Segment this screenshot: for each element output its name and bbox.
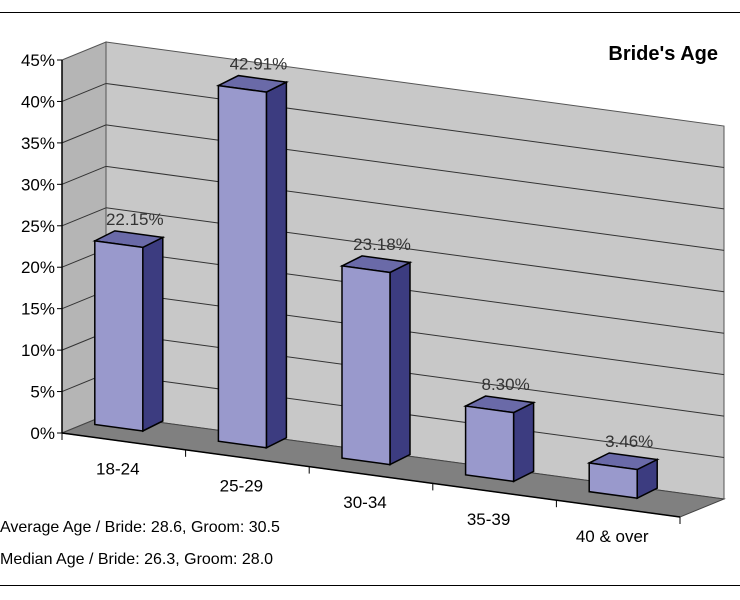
gridline-side [61,207,107,227]
bar-front [341,265,391,466]
axes [61,60,681,524]
data-label: 22.15% [106,210,164,229]
y-tick-label: 10% [21,341,55,360]
bars [92,74,660,500]
y-tick-label: 35% [21,134,55,153]
y-tick-label: 15% [21,300,55,319]
bar-side [389,261,411,466]
bottom-rule [0,585,740,586]
category-label: 35-39 [467,510,510,529]
bar [92,230,166,433]
data-label: 8.30% [481,375,529,394]
gridline [105,82,725,168]
gridline [105,207,725,293]
median-age-note: Median Age / Bride: 26.3, Groom: 28.0 [0,551,274,568]
category-label: 40 & over [576,527,649,546]
bar-front [464,405,515,483]
gridline [105,165,725,251]
bar [586,452,660,500]
bar-front [94,240,144,432]
data-label: 3.46% [605,432,653,451]
y-tick-label: 25% [21,217,55,236]
y-tick-label: 40% [21,92,55,111]
gridline-side [61,82,107,102]
data-label: 23.18% [353,235,411,254]
bar-front [217,84,268,449]
chart-title: Bride's Age [608,43,718,65]
x-axis-line [61,432,681,518]
bar [463,395,537,483]
bar [215,74,289,449]
y-tick-label: 45% [21,51,55,70]
bar-side [142,236,164,433]
gridline [105,331,725,417]
average-age-note: Average Age / Bride: 28.6, Groom: 30.5 [0,519,280,536]
category-labels: 18-24 25-29 30-34 35-39 40 & over [96,460,649,546]
category-label: 25-29 [220,476,263,495]
y-tick-label: 20% [21,258,55,277]
bar-front [588,462,638,500]
data-label: 42.91% [230,55,288,74]
category-label: 30-34 [343,493,386,512]
gridline [105,124,725,210]
gridline [105,373,725,459]
y-axis-ticks: 0% 5% 10% 15% 20% 25% 30% 35% 40% 45% [21,51,62,443]
gridline-side [61,165,107,185]
gridline [105,290,725,376]
gridline [105,248,725,334]
y-tick-label: 5% [30,383,55,402]
bar-side [265,80,288,449]
gridline-side [61,124,107,144]
data-labels: 22.15% 42.91% 23.18% 8.30% 3.46% [106,55,653,451]
category-label: 18-24 [96,460,139,479]
y-tick-label: 30% [21,175,55,194]
bar-side [512,401,535,483]
bar [339,255,413,466]
top-rule [0,12,740,13]
y-tick-label: 0% [30,424,55,443]
